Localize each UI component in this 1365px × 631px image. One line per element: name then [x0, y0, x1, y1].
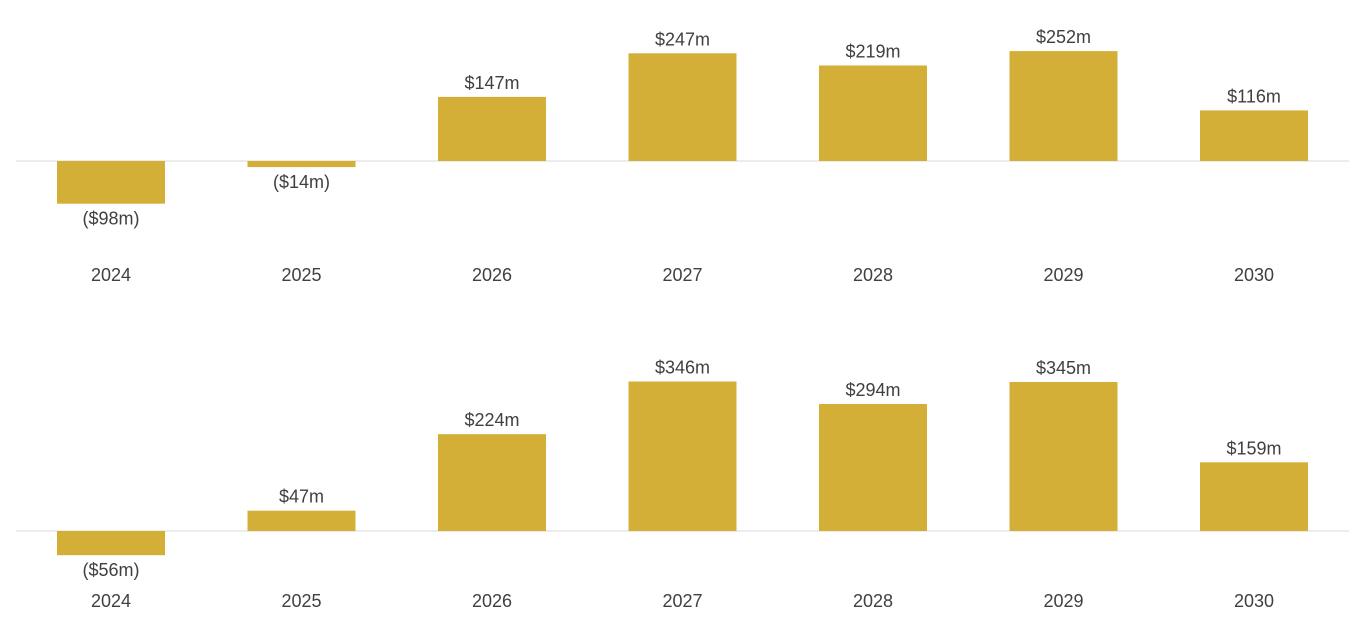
top-x-tick-2029: 2029 — [1043, 265, 1083, 285]
top-bar-2027 — [628, 53, 737, 161]
chart-top: ($98m) 2024 ($14m) 2025 $147m 2026 $247m 2027 $2… — [16, 27, 1349, 285]
top-value-label-2027: $247m — [655, 29, 710, 49]
top-value-label-2025: ($14m) — [273, 172, 330, 192]
top-bar-2029 — [1009, 51, 1118, 161]
top-x-tick-2024: 2024 — [91, 265, 131, 285]
bottom-value-label-2024: ($56m) — [82, 560, 139, 580]
top-value-label-2029: $252m — [1036, 27, 1091, 47]
top-x-tick-2025: 2025 — [281, 265, 321, 285]
bottom-bar-2024 — [57, 531, 165, 556]
top-bar-2030 — [1200, 110, 1308, 161]
top-x-tick-2026: 2026 — [472, 265, 512, 285]
bottom-x-tick-2028: 2028 — [853, 591, 893, 611]
bottom-value-label-2028: $294m — [845, 380, 900, 400]
bottom-bar-2029 — [1009, 382, 1118, 531]
bottom-x-tick-2027: 2027 — [662, 591, 702, 611]
bottom-x-tick-2029: 2029 — [1043, 591, 1083, 611]
top-x-tick-2027: 2027 — [662, 265, 702, 285]
bottom-value-label-2026: $224m — [464, 410, 519, 430]
bottom-bar-2025 — [247, 510, 356, 531]
bottom-value-label-2029: $345m — [1036, 358, 1091, 378]
top-value-label-2024: ($98m) — [82, 209, 139, 229]
top-value-label-2026: $147m — [464, 73, 519, 93]
chart-bottom: ($56m) 2024 $47m 2025 $224m 2026 $346m 2027 $294… — [16, 358, 1349, 611]
top-bar-2026 — [438, 96, 546, 161]
top-bar-2025 — [247, 161, 356, 168]
bottom-bar-2028 — [819, 404, 927, 531]
top-x-tick-2028: 2028 — [853, 265, 893, 285]
top-value-label-2030: $116m — [1227, 86, 1281, 106]
top-value-label-2028: $219m — [845, 42, 900, 62]
bottom-x-tick-2025: 2025 — [281, 591, 321, 611]
bottom-x-tick-2030: 2030 — [1234, 591, 1274, 611]
bottom-x-tick-2026: 2026 — [472, 591, 512, 611]
bottom-x-tick-2024: 2024 — [91, 591, 131, 611]
top-x-tick-2030: 2030 — [1234, 265, 1274, 285]
bottom-value-label-2027: $346m — [655, 358, 710, 378]
top-bar-2024 — [57, 161, 165, 204]
bottom-value-label-2025: $47m — [279, 487, 324, 507]
bottom-value-label-2030: $159m — [1226, 438, 1281, 458]
bottom-bar-2030 — [1200, 462, 1308, 531]
top-bar-2028 — [819, 65, 927, 161]
bottom-bar-2026 — [438, 434, 546, 531]
bottom-bar-2027 — [628, 381, 737, 531]
